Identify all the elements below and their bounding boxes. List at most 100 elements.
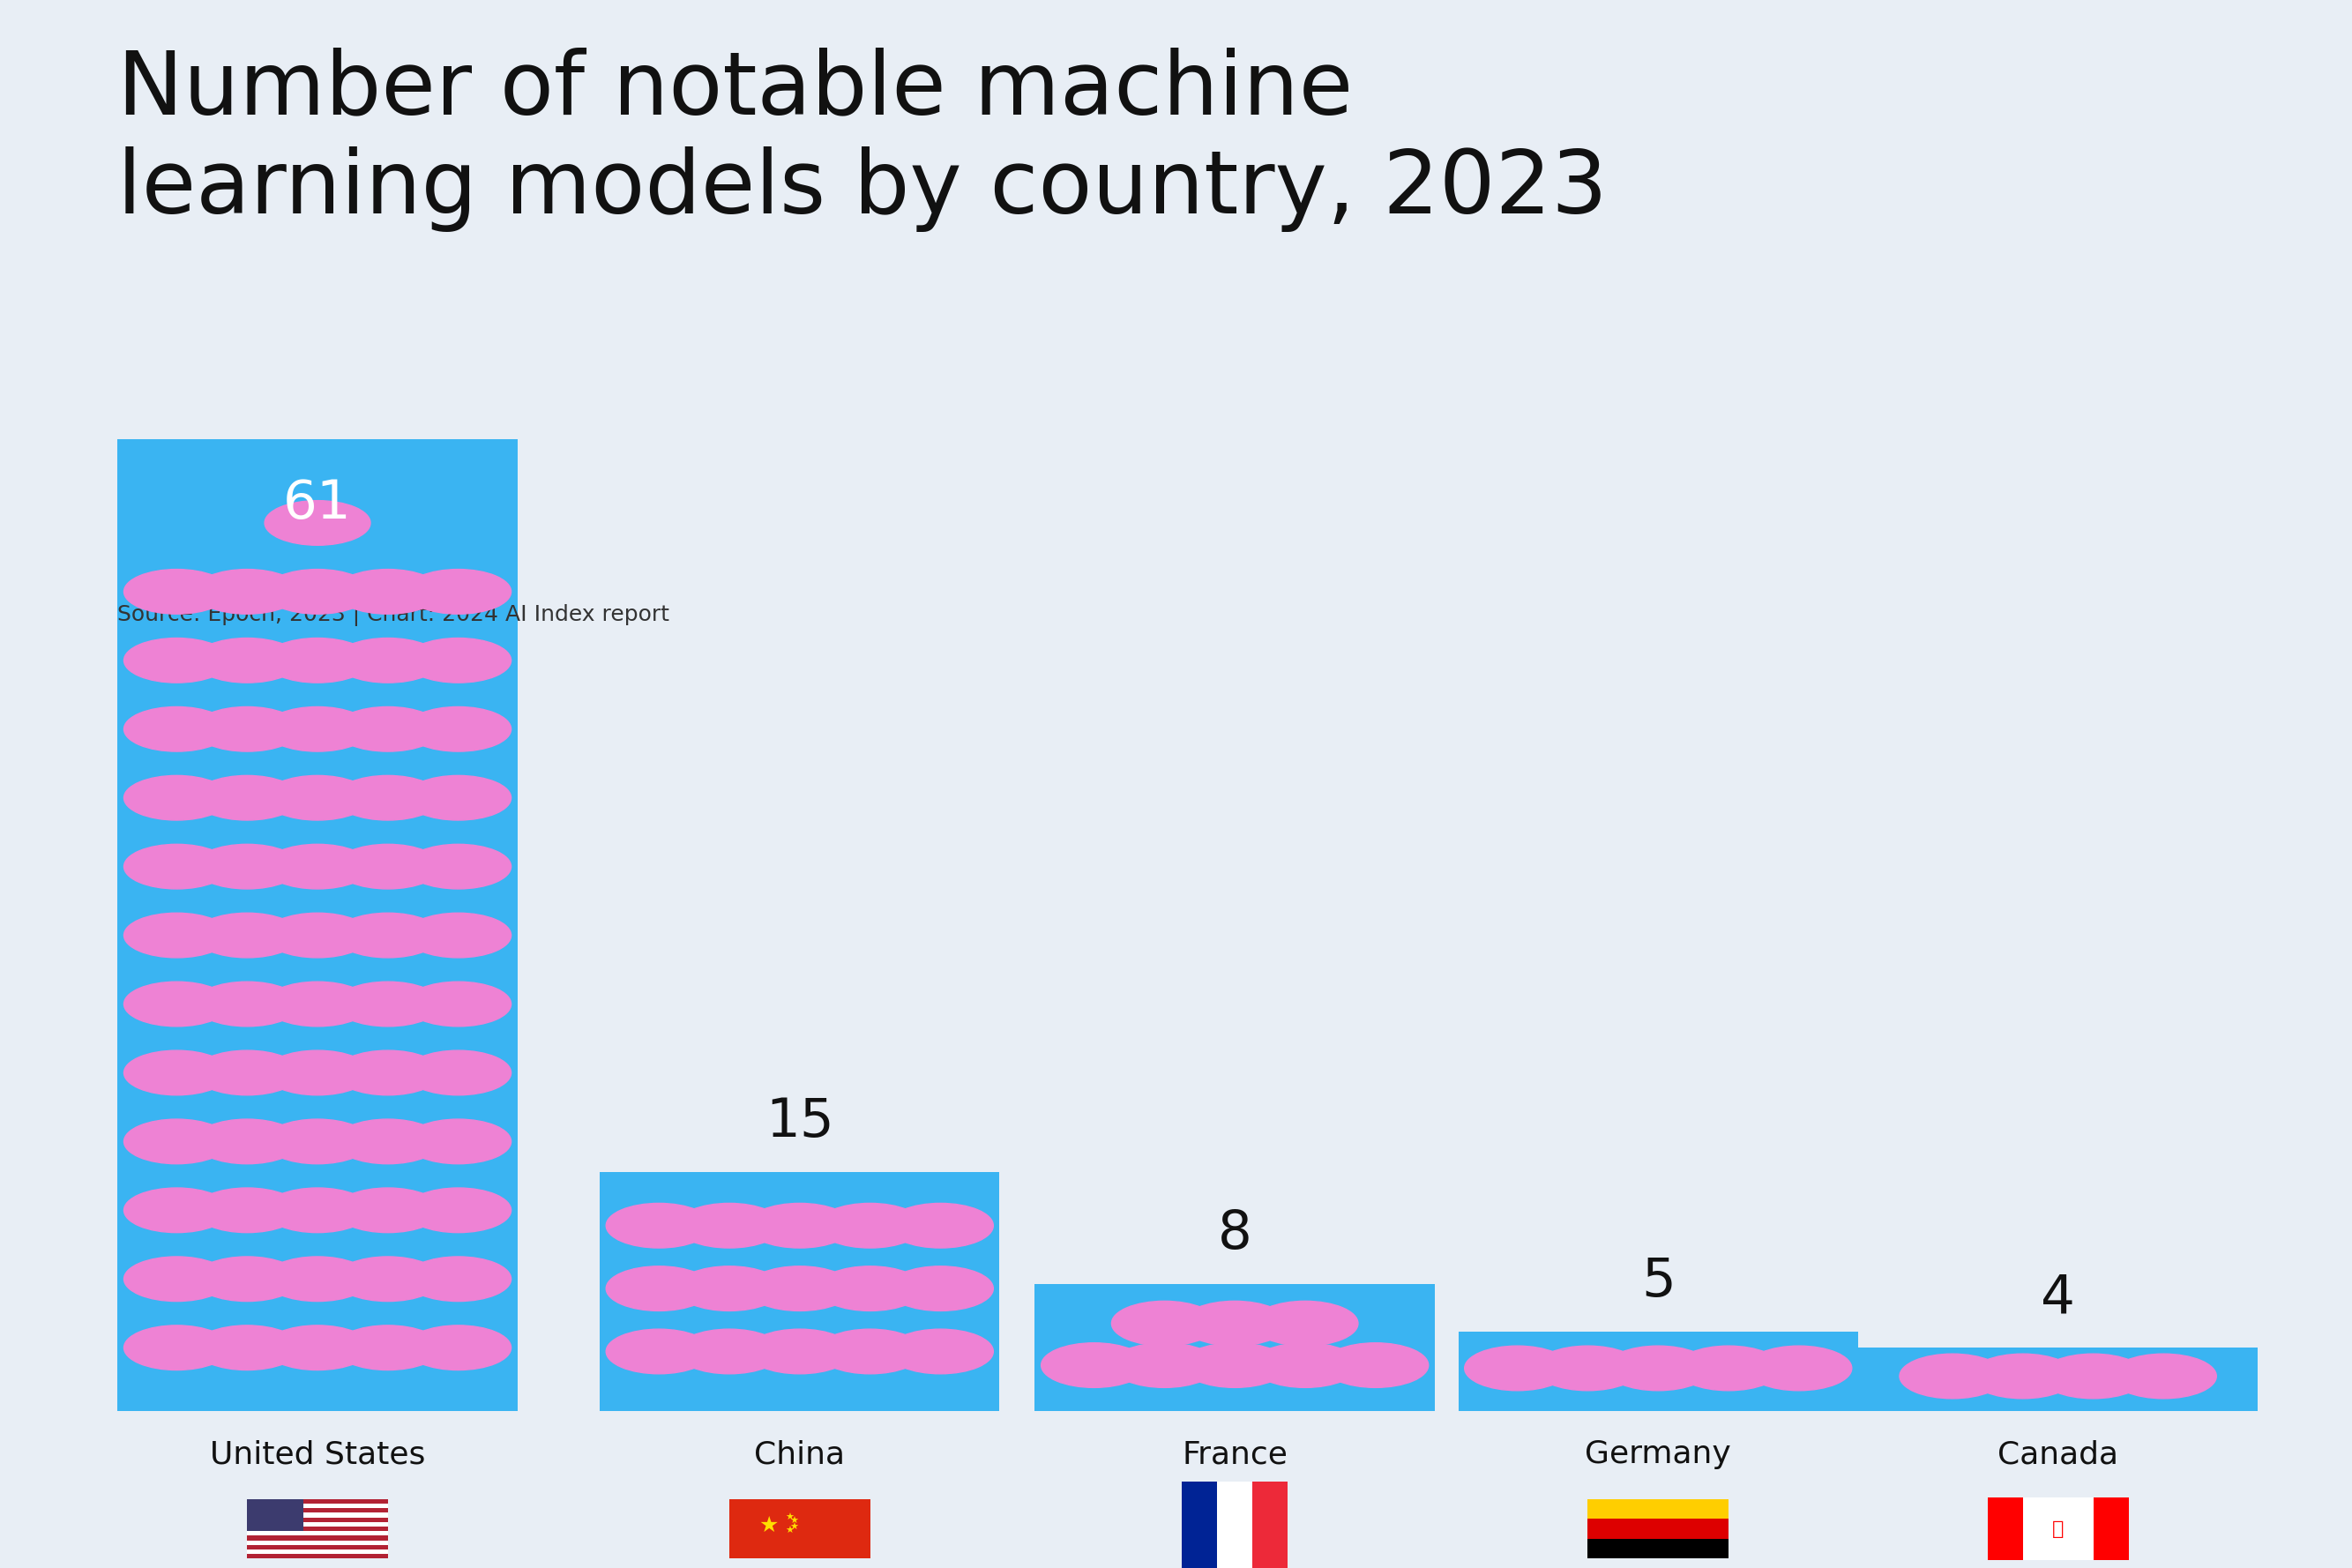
Ellipse shape [2110, 1353, 2216, 1399]
Text: United States: United States [209, 1439, 426, 1469]
FancyBboxPatch shape [1458, 1331, 1858, 1411]
FancyBboxPatch shape [247, 1540, 388, 1544]
Ellipse shape [1251, 1342, 1357, 1388]
Ellipse shape [334, 569, 440, 615]
Ellipse shape [334, 638, 440, 682]
Ellipse shape [334, 982, 440, 1027]
Ellipse shape [266, 1051, 369, 1094]
Ellipse shape [334, 707, 440, 751]
Ellipse shape [334, 1325, 440, 1370]
FancyBboxPatch shape [1183, 1482, 1218, 1568]
Ellipse shape [334, 1051, 440, 1094]
Text: ★: ★ [786, 1513, 795, 1523]
Ellipse shape [195, 982, 301, 1027]
Ellipse shape [195, 707, 301, 751]
Ellipse shape [125, 1256, 230, 1301]
Ellipse shape [266, 776, 369, 820]
FancyBboxPatch shape [600, 1173, 1000, 1411]
Ellipse shape [266, 844, 369, 889]
Ellipse shape [195, 638, 301, 682]
Ellipse shape [1971, 1353, 2077, 1399]
Ellipse shape [195, 569, 301, 615]
Ellipse shape [748, 1330, 851, 1374]
Ellipse shape [607, 1203, 713, 1248]
Ellipse shape [1322, 1342, 1428, 1388]
FancyBboxPatch shape [1588, 1519, 1729, 1538]
FancyBboxPatch shape [1254, 1482, 1289, 1568]
Ellipse shape [405, 1051, 510, 1094]
Ellipse shape [195, 1256, 301, 1301]
Ellipse shape [266, 569, 369, 615]
Ellipse shape [1183, 1301, 1287, 1345]
Ellipse shape [125, 569, 230, 615]
FancyBboxPatch shape [247, 1535, 388, 1540]
Ellipse shape [266, 707, 369, 751]
Ellipse shape [405, 638, 510, 682]
FancyBboxPatch shape [247, 1504, 388, 1508]
Text: 5: 5 [1642, 1256, 1675, 1308]
Ellipse shape [748, 1267, 851, 1311]
FancyBboxPatch shape [247, 1518, 388, 1523]
Ellipse shape [266, 500, 369, 546]
Text: 🍁: 🍁 [2051, 1519, 2065, 1538]
Ellipse shape [816, 1267, 922, 1311]
Ellipse shape [125, 844, 230, 889]
Ellipse shape [405, 1189, 510, 1232]
Ellipse shape [334, 1120, 440, 1163]
Ellipse shape [266, 1189, 369, 1232]
Ellipse shape [266, 1120, 369, 1163]
Ellipse shape [405, 913, 510, 958]
Ellipse shape [125, 776, 230, 820]
Text: ★: ★ [790, 1518, 797, 1526]
FancyBboxPatch shape [247, 1508, 388, 1513]
FancyBboxPatch shape [247, 1523, 388, 1527]
FancyBboxPatch shape [1035, 1284, 1435, 1411]
Ellipse shape [405, 1256, 510, 1301]
Ellipse shape [334, 776, 440, 820]
FancyBboxPatch shape [247, 1513, 388, 1518]
Ellipse shape [1251, 1301, 1357, 1345]
FancyBboxPatch shape [1858, 1347, 2258, 1411]
Text: 8: 8 [1218, 1209, 1251, 1261]
Ellipse shape [334, 913, 440, 958]
Ellipse shape [195, 844, 301, 889]
Ellipse shape [334, 844, 440, 889]
FancyBboxPatch shape [247, 1549, 388, 1554]
Ellipse shape [125, 1325, 230, 1370]
Ellipse shape [1112, 1301, 1218, 1345]
Ellipse shape [334, 1256, 440, 1301]
Text: Number of notable machine
learning models by country, 2023: Number of notable machine learning model… [118, 47, 1609, 232]
Ellipse shape [195, 776, 301, 820]
Ellipse shape [195, 1120, 301, 1163]
FancyBboxPatch shape [247, 1554, 388, 1559]
Ellipse shape [405, 1325, 510, 1370]
FancyBboxPatch shape [1588, 1538, 1729, 1559]
Ellipse shape [266, 913, 369, 958]
Text: 61: 61 [282, 478, 353, 530]
FancyBboxPatch shape [247, 1530, 388, 1535]
Text: Germany: Germany [1585, 1439, 1731, 1469]
Ellipse shape [266, 982, 369, 1027]
FancyBboxPatch shape [1987, 1497, 2129, 1560]
Ellipse shape [125, 1189, 230, 1232]
Ellipse shape [405, 982, 510, 1027]
FancyBboxPatch shape [1588, 1499, 1729, 1519]
Text: ★: ★ [786, 1526, 795, 1535]
Ellipse shape [1675, 1345, 1780, 1391]
FancyBboxPatch shape [118, 439, 517, 1411]
FancyBboxPatch shape [1218, 1482, 1254, 1568]
Ellipse shape [405, 707, 510, 751]
Ellipse shape [405, 569, 510, 615]
Ellipse shape [1465, 1345, 1571, 1391]
Ellipse shape [195, 913, 301, 958]
Ellipse shape [334, 1189, 440, 1232]
Ellipse shape [887, 1203, 993, 1248]
Ellipse shape [887, 1330, 993, 1374]
Ellipse shape [607, 1267, 713, 1311]
Text: 15: 15 [764, 1096, 835, 1149]
Ellipse shape [1536, 1345, 1642, 1391]
FancyBboxPatch shape [729, 1499, 870, 1559]
FancyBboxPatch shape [247, 1527, 388, 1530]
Ellipse shape [816, 1203, 922, 1248]
Ellipse shape [677, 1267, 783, 1311]
